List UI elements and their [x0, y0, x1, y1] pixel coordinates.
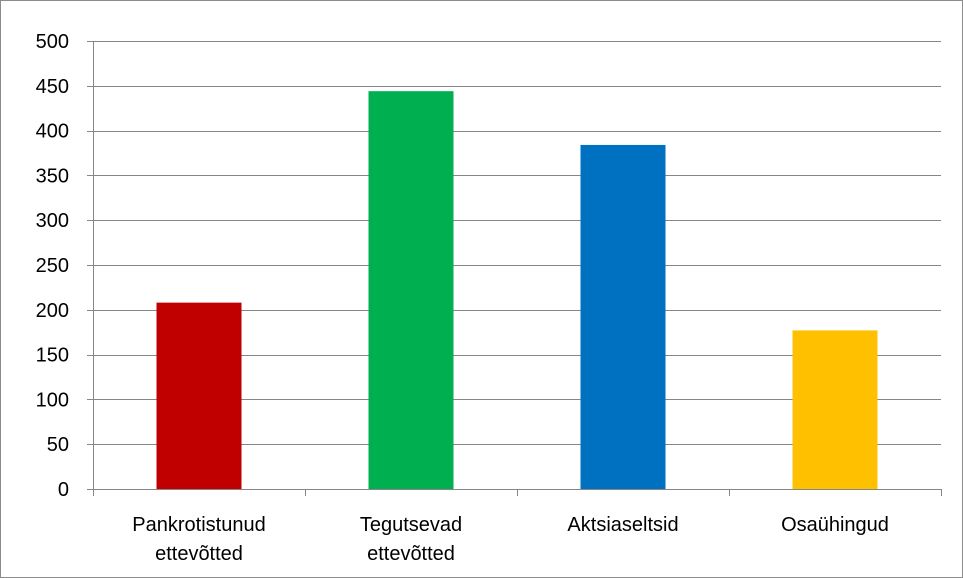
y-tick-label: 400	[36, 121, 69, 143]
x-tick-labels: Pankrotistunud ettevõtted Tegutsevad ettevõ…	[132, 514, 889, 565]
x-tick-label: Osaühingud	[781, 514, 889, 536]
bars	[156, 91, 878, 490]
y-tick-label: 350	[36, 165, 69, 187]
bar	[368, 91, 454, 490]
x-tick-label: ettevõtted	[367, 543, 455, 565]
x-tick-label: Aktsiaseltsid	[567, 514, 678, 536]
y-tick-label: 0	[58, 479, 69, 501]
y-tick-label: 200	[36, 300, 69, 322]
bar	[156, 302, 242, 489]
y-tick-label: 450	[36, 76, 69, 98]
y-tick-label: 50	[47, 434, 69, 456]
x-tick-label: ettevõtted	[155, 543, 243, 565]
y-tick-label: 300	[36, 210, 69, 232]
y-tick-label: 100	[36, 389, 69, 411]
bar	[580, 144, 666, 489]
x-tick-label: Tegutsevad	[360, 514, 462, 536]
axes	[87, 41, 942, 496]
y-tick-label: 500	[36, 31, 69, 53]
y-tick-label: 150	[36, 345, 69, 367]
y-tick-labels: 0 50 100 150 200 250 300 350 400 450 500	[36, 31, 69, 501]
bar	[792, 330, 878, 489]
x-tick-label: Pankrotistunud	[132, 514, 265, 536]
y-tick-label: 250	[36, 255, 69, 277]
